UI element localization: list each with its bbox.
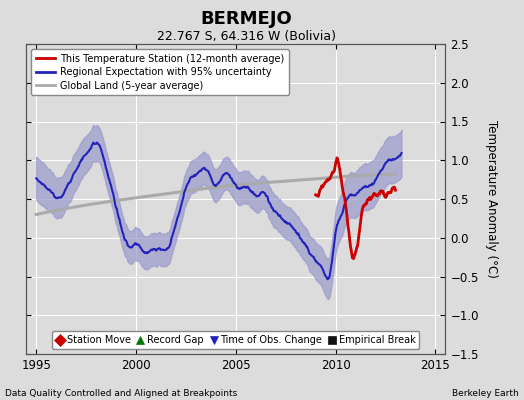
Text: Data Quality Controlled and Aligned at Breakpoints: Data Quality Controlled and Aligned at B… bbox=[5, 389, 237, 398]
Text: 22.767 S, 64.316 W (Bolivia): 22.767 S, 64.316 W (Bolivia) bbox=[157, 30, 336, 43]
Legend: Station Move, Record Gap, Time of Obs. Change, Empirical Break: Station Move, Record Gap, Time of Obs. C… bbox=[52, 331, 419, 349]
Text: Berkeley Earth: Berkeley Earth bbox=[452, 389, 519, 398]
Y-axis label: Temperature Anomaly (°C): Temperature Anomaly (°C) bbox=[485, 120, 498, 278]
Text: BERMEJO: BERMEJO bbox=[200, 10, 292, 28]
